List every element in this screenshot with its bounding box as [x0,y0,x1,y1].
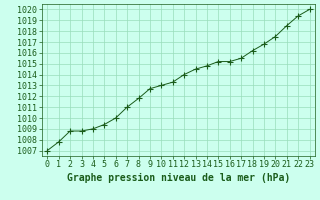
X-axis label: Graphe pression niveau de la mer (hPa): Graphe pression niveau de la mer (hPa) [67,173,290,183]
